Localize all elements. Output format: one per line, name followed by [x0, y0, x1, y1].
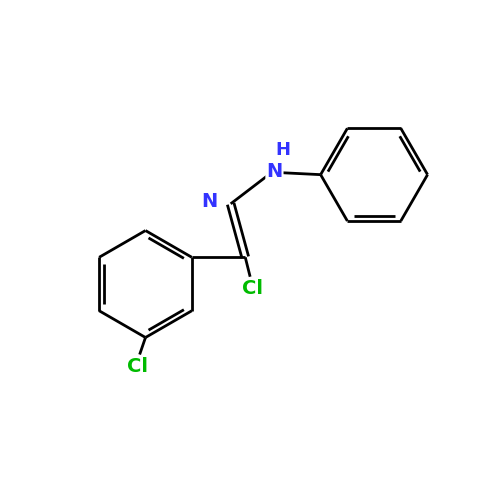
Text: N: N	[266, 162, 282, 180]
Text: H: H	[275, 142, 290, 160]
Text: Cl: Cl	[242, 280, 263, 298]
Text: Cl: Cl	[126, 357, 148, 376]
Text: N: N	[201, 192, 217, 211]
